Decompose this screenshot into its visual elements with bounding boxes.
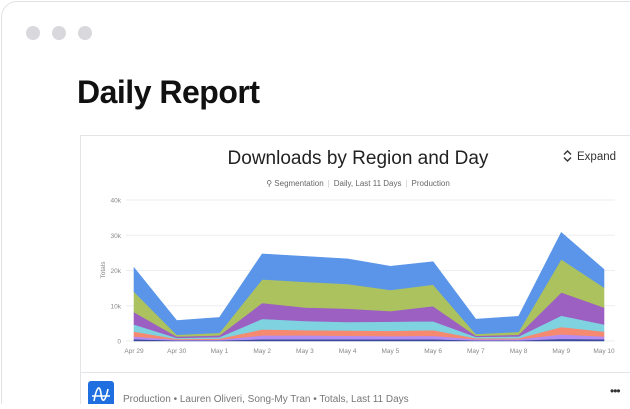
x-tick-label: May 1 bbox=[211, 348, 229, 355]
y-tick-label: 10k bbox=[111, 303, 122, 310]
subtitle-project: Production bbox=[411, 179, 450, 188]
chart-title: Downloads by Region and Day bbox=[227, 148, 489, 169]
x-tick-label: May 4 bbox=[339, 348, 357, 355]
x-tick-label: May 3 bbox=[296, 348, 314, 355]
y-tick-label: 0 bbox=[117, 339, 121, 346]
area-series-6 bbox=[133, 231, 605, 335]
chart-footer-info: Production • Lauren Oliveri, Song-My Tra… bbox=[123, 394, 409, 405]
chevron-up-down-icon bbox=[563, 150, 572, 162]
subtitle-range: Daily, Last 11 Days bbox=[333, 179, 402, 188]
y-tick-label: 30k bbox=[111, 233, 122, 240]
y-axis-label: Totals bbox=[100, 261, 107, 279]
expand-label: Expand bbox=[577, 151, 617, 163]
x-tick-label: Apr 29 bbox=[124, 348, 144, 355]
card-footer-divider bbox=[80, 372, 630, 373]
y-tick-label: 40k bbox=[111, 198, 122, 205]
segmentation-icon: ⚲ bbox=[266, 179, 273, 188]
page-title: Daily Report bbox=[77, 74, 260, 110]
x-tick-label: May 9 bbox=[552, 348, 570, 355]
x-tick-label: May 7 bbox=[467, 348, 485, 355]
x-tick-label: May 6 bbox=[424, 348, 442, 355]
expand-button[interactable]: Expand bbox=[563, 150, 616, 163]
x-tick-label: May 8 bbox=[510, 348, 528, 355]
chart-subtitle: ⚲ Segmentation | Daily, Last 11 Days | Produ… bbox=[266, 179, 450, 188]
window-dot-minimize[interactable] bbox=[52, 26, 66, 40]
subtitle-type: Segmentation bbox=[274, 179, 324, 188]
x-tick-label: May 2 bbox=[253, 348, 271, 355]
x-tick-label: Apr 30 bbox=[167, 348, 187, 355]
y-tick-label: 20k bbox=[111, 268, 122, 275]
x-tick-label: May 5 bbox=[382, 348, 400, 355]
x-tick-label: May 10 bbox=[593, 348, 615, 355]
window-dot-close[interactable] bbox=[26, 26, 40, 40]
more-options-button[interactable]: ••• bbox=[610, 384, 621, 398]
window-dot-maximize[interactable] bbox=[78, 26, 92, 40]
amplitude-logo-icon bbox=[88, 381, 114, 404]
